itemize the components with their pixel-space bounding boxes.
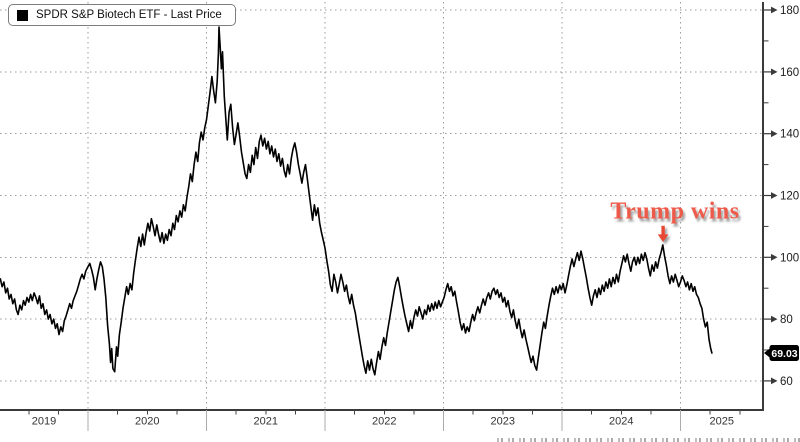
y-axis: 60 80 100 120 140 160 180 [762, 2, 799, 411]
annotation-arrow-icon [657, 225, 669, 242]
x-axis-year-label: 2024 [609, 416, 633, 428]
y-tick-arrow-icon [771, 253, 778, 261]
y-axis-tick-label: 120 [780, 191, 799, 203]
y-axis-tick-label: 140 [780, 129, 799, 141]
x-axis: 2019 2020 2021 2022 2023 2024 2025 [0, 409, 763, 431]
y-axis-tick-label: 100 [780, 252, 799, 264]
clipped-text-fragment [497, 438, 800, 442]
y-axis-tick-label: 160 [780, 67, 799, 79]
x-axis-year-label: 2022 [372, 416, 396, 428]
y-axis-tick-label: 80 [780, 314, 793, 326]
legend-box: SPDR S&P Biotech ETF - Last Price [8, 4, 236, 26]
x-axis-year-label: 2021 [254, 416, 278, 428]
last-price-value: 69.03 [771, 348, 797, 360]
legend-label: SPDR S&P Biotech ETF - Last Price [36, 9, 222, 21]
y-tick-arrow-icon [771, 68, 778, 76]
y-axis-tick-label: 60 [780, 376, 793, 388]
annotation-trump-wins: Trump wins [610, 198, 740, 225]
y-tick-arrow-icon [771, 6, 778, 14]
y-axis-tick-label: 180 [780, 5, 799, 17]
last-price-label: 69.03 [764, 345, 799, 361]
y-tick-arrow-icon [771, 192, 778, 199]
legend-swatch-icon [17, 9, 28, 21]
v-gridlines [87, 2, 681, 410]
y-tick-arrow-icon [771, 315, 778, 323]
x-axis-year-label: 2020 [135, 416, 159, 428]
h-gridlines [0, 9, 763, 382]
x-axis-year-label: 2019 [32, 416, 56, 428]
x-axis-year-label: 2023 [491, 416, 515, 428]
y-tick-arrow-icon [771, 377, 778, 385]
price-line-series [0, 26, 713, 376]
x-axis-year-label: 2025 [710, 416, 734, 428]
y-tick-arrow-icon [771, 130, 778, 138]
